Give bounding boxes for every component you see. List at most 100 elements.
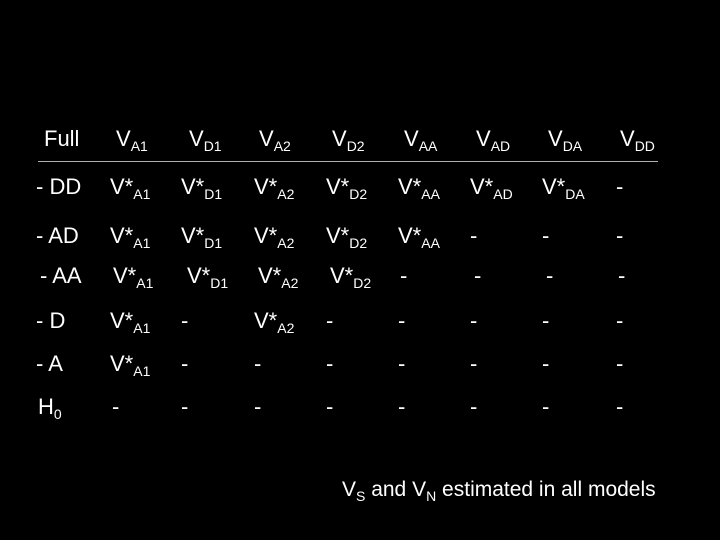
cell-main: V* <box>542 174 566 199</box>
table-cell: - <box>400 265 407 287</box>
cell-main: V <box>189 126 204 151</box>
table-cell: - <box>181 310 188 332</box>
cell-main: V* <box>470 174 494 199</box>
table-cell: V*AA <box>398 176 440 202</box>
table-cell: V*A2 <box>254 223 294 251</box>
cell-subscript: D1 <box>204 186 223 202</box>
cell-main: - <box>542 394 550 419</box>
footer-s2: N <box>426 488 437 504</box>
cell-subscript: A2 <box>277 186 295 202</box>
table-cell: V*D2 <box>326 174 367 202</box>
header-cell: VDA <box>548 126 582 154</box>
cell-main: - <box>398 308 406 333</box>
cell-main: - <box>326 308 334 333</box>
cell-main: V <box>548 126 563 151</box>
table-cell: V*AD <box>470 174 513 202</box>
table-cell: - D <box>36 310 65 332</box>
cell-main: V* <box>254 223 278 248</box>
cell-main: - D <box>36 308 66 333</box>
cell-main: V* <box>326 174 350 199</box>
cell-main: V* <box>254 174 278 199</box>
table-cell: V*DA <box>542 174 585 202</box>
table-cell: - <box>542 310 549 332</box>
cell-main: - <box>181 308 189 333</box>
cell-main: - <box>618 263 626 288</box>
cell-main: V* <box>398 223 422 248</box>
table-cell: H0 <box>38 396 62 422</box>
cell-main: - <box>546 263 554 288</box>
table-cell: - <box>470 310 477 332</box>
cell-subscript: AA <box>421 235 440 251</box>
cell-main: - <box>616 351 624 376</box>
table-cell: - <box>474 265 481 287</box>
table-cell: V*A1 <box>110 308 150 336</box>
header-cell: VDD <box>620 126 655 154</box>
cell-main: - A <box>36 351 63 376</box>
table-cell: - <box>542 353 549 375</box>
cell-main: - <box>254 351 262 376</box>
cell-subscript: A1 <box>133 186 151 202</box>
cell-subscript: A2 <box>277 235 295 251</box>
footer-s1: S <box>356 488 366 504</box>
cell-main: - <box>474 263 482 288</box>
table-cell: - <box>542 225 549 247</box>
cell-main: V* <box>187 263 211 288</box>
table-cell: V*A1 <box>110 176 150 202</box>
table-cell: - <box>112 396 119 418</box>
table-cell: - <box>181 353 188 375</box>
table-cell: V*A1 <box>113 263 153 291</box>
cell-main: V* <box>181 174 205 199</box>
cell-main: V <box>620 126 635 151</box>
table-cell: - <box>254 396 261 418</box>
cell-main: - <box>326 394 334 419</box>
table-cell: - <box>470 353 477 375</box>
cell-main: - <box>542 351 550 376</box>
cell-main: - AD <box>36 223 79 248</box>
cell-subscript: D2 <box>349 235 368 251</box>
table-cell: - <box>254 353 261 375</box>
table-cell: V*A2 <box>254 174 294 202</box>
cell-subscript: D2 <box>353 275 372 291</box>
cell-main: - <box>542 308 550 333</box>
cell-main: - <box>616 223 624 248</box>
cell-subscript: AA <box>418 138 438 154</box>
cell-subscript: D1 <box>210 275 229 291</box>
cell-main: - <box>400 263 408 288</box>
table-cell: V*D1 <box>181 174 222 202</box>
header-cell: VAA <box>404 128 437 154</box>
footer-rest: estimated in all models <box>436 478 656 501</box>
table-cell: - <box>616 176 623 198</box>
cell-subscript: AD <box>493 186 513 202</box>
table-cell: V*A2 <box>258 263 298 291</box>
header-cell: Full <box>44 128 79 150</box>
table-cell: - <box>326 310 333 332</box>
cell-subscript: A2 <box>281 275 299 291</box>
table-cell: V*D1 <box>187 263 228 291</box>
table-cell: - <box>618 265 625 287</box>
cell-subscript: A1 <box>133 235 151 251</box>
cell-main: - <box>616 174 624 199</box>
cell-subscript: AA <box>421 186 440 202</box>
table-cell: - AA <box>40 265 82 287</box>
table-cell: - <box>616 353 623 375</box>
cell-main: V <box>332 126 347 151</box>
cell-main: - <box>181 351 189 376</box>
cell-main: - <box>616 308 624 333</box>
table-cell: V*D2 <box>330 265 371 291</box>
cell-subscript: D2 <box>349 186 368 202</box>
cell-subscript: A2 <box>277 320 295 336</box>
cell-main: V* <box>110 308 134 333</box>
cell-subscript: AD <box>490 138 511 154</box>
cell-subscript: D1 <box>204 235 223 251</box>
table-cell: - AD <box>36 225 79 247</box>
cell-subscript: 0 <box>53 406 62 422</box>
table-cell: - <box>398 353 405 375</box>
cell-main: - <box>112 394 120 419</box>
table-cell: - <box>546 265 553 287</box>
cell-main: V* <box>113 263 137 288</box>
footer-v1: V <box>342 478 357 501</box>
header-cell: VD1 <box>189 126 222 154</box>
cell-main: V* <box>258 263 282 288</box>
table-cell: V*D1 <box>181 225 222 251</box>
table-cell: - <box>398 396 405 418</box>
